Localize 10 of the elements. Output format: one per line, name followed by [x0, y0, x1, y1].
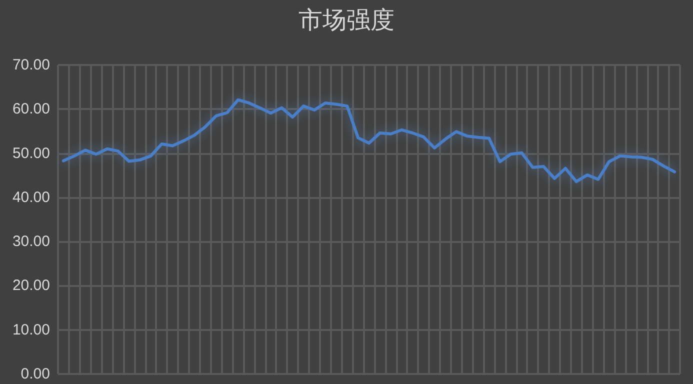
y-tick-label: 30.00 — [12, 233, 50, 250]
y-tick-label: 10.00 — [12, 321, 50, 338]
y-tick-label: 50.00 — [12, 144, 50, 162]
chart-title: 市场强度 — [298, 7, 394, 34]
y-tick-label: 60.00 — [12, 100, 50, 118]
y-tick-label: 20.00 — [12, 277, 50, 294]
y-tick-label: 40.00 — [12, 188, 50, 206]
y-tick-label: 70.00 — [12, 56, 50, 74]
y-tick-label: 0.00 — [20, 366, 50, 382]
line-series — [62, 98, 676, 184]
